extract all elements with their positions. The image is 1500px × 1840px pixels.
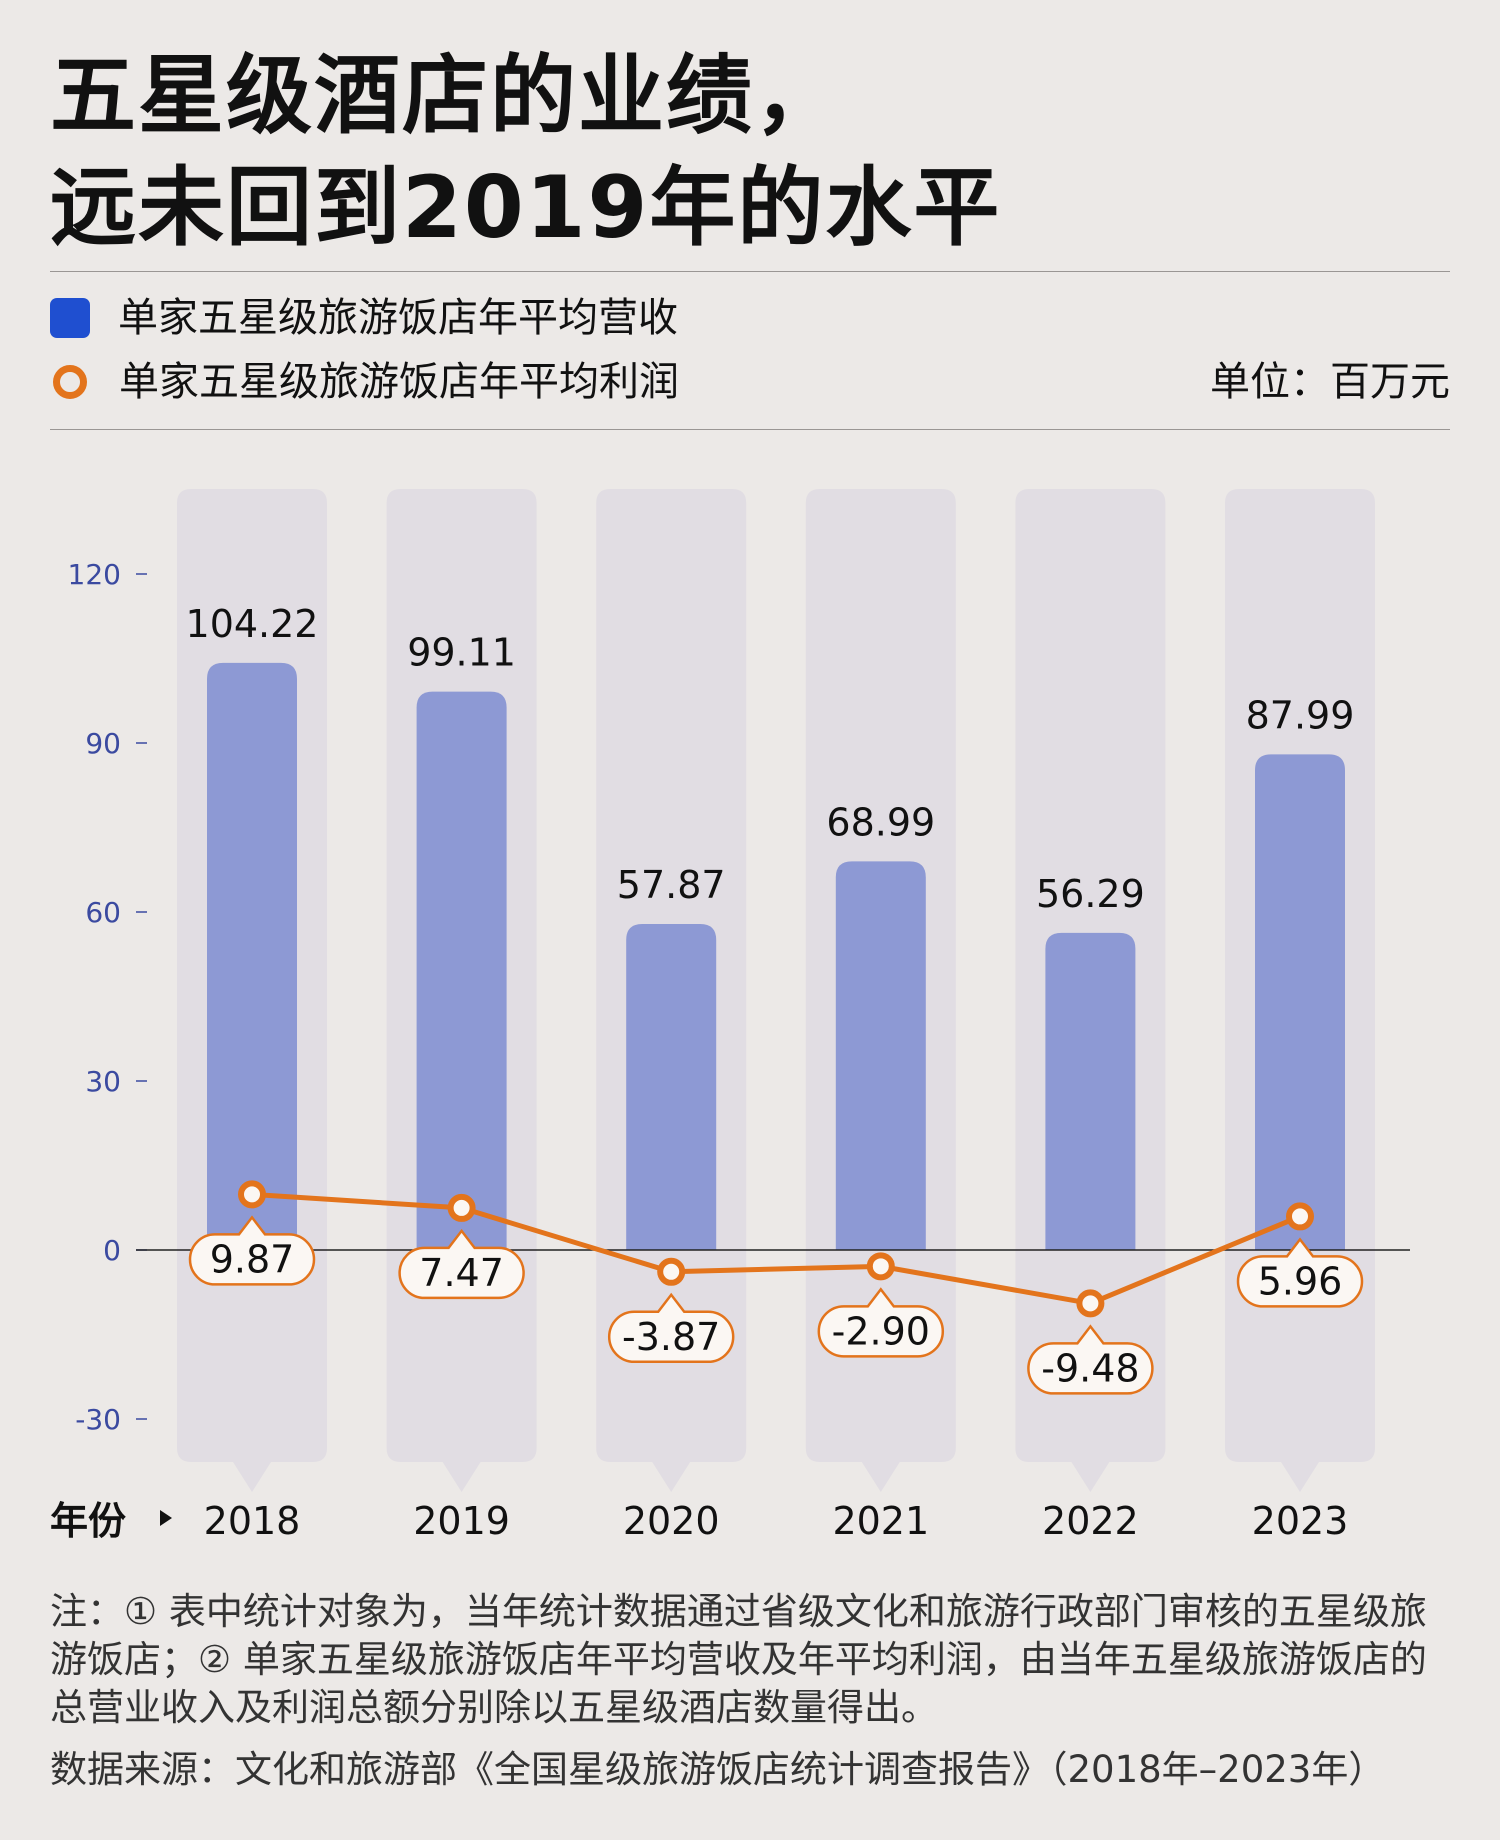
- divider-bottom: [50, 429, 1450, 430]
- data-source: 数据来源：文化和旅游部《全国星级旅游饭店统计调查报告》（2018年–2023年）: [50, 1748, 1386, 1791]
- revenue-value-label-2021: 68.99: [826, 800, 935, 844]
- legend-revenue: 单家五星级旅游饭店年平均营收: [50, 293, 678, 343]
- divider-top: [50, 271, 1450, 272]
- revenue-value-label-2018: 104.22: [186, 602, 319, 646]
- x-tick-label-2018: 2018: [204, 1499, 301, 1543]
- revenue-bar-2021: [835, 861, 926, 1250]
- legend-bar-swatch: [50, 298, 90, 338]
- y-tick-label: 60: [85, 896, 121, 929]
- x-axis-arrow-icon: [160, 1510, 172, 1526]
- profit-callout-2021: [817, 1287, 944, 1358]
- footnote: 注：① 表中统计对象为，当年统计数据通过省级文化和旅游行政部门审核的五星级旅游饭…: [50, 1590, 1427, 1729]
- profit-callout-2020: [608, 1292, 735, 1364]
- profit-point-2020: [657, 1257, 686, 1286]
- profit-value-label-2018: 9.87: [210, 1237, 295, 1281]
- revenue-value-label-2020: 57.87: [617, 863, 726, 907]
- profit-point-2022: [1076, 1289, 1105, 1318]
- page-title: 五星级酒店的业绩， 远未回到2019年的水平: [50, 40, 1001, 264]
- profit-value-label-2020: -3.87: [622, 1315, 720, 1359]
- profit-line: [251, 1191, 1301, 1306]
- profit-callout-2022: [1027, 1324, 1154, 1395]
- revenue-value-label-2019: 99.11: [407, 631, 516, 675]
- profit-callout-2023: [1236, 1237, 1364, 1308]
- revenue-bar-2023: [1255, 754, 1345, 1250]
- profit-callout-2019: [398, 1228, 525, 1300]
- profit-point-2021: [866, 1252, 895, 1281]
- profit-point-2019: [447, 1193, 476, 1222]
- profit-value-label-2023: 5.96: [1258, 1259, 1343, 1303]
- profit-value-label-2019: 7.47: [419, 1251, 504, 1295]
- legend-revenue-label: 单家五星级旅游饭店年平均营收: [118, 295, 678, 341]
- legend-profit-label: 单家五星级旅游饭店年平均利润: [119, 359, 679, 405]
- x-tick-label-2019: 2019: [413, 1499, 510, 1543]
- x-tick-label-2023: 2023: [1252, 1499, 1349, 1543]
- profit-callout-2018: [188, 1215, 316, 1286]
- revenue-bar-2018: [207, 662, 297, 1250]
- title-line-2: 远未回到2019年的水平: [50, 158, 1002, 258]
- unit-label: 单位：百万元: [1210, 359, 1450, 405]
- title-line-1: 五星级酒店的业绩，: [50, 46, 842, 146]
- revenue-value-label-2022: 56.29: [1036, 872, 1145, 916]
- chart: 120 90 60 30 0 -30 104.22 99.11 57.87 68.99 56.29 8…: [50, 489, 1410, 1543]
- y-tick-label: 120: [68, 558, 121, 591]
- y-tick-label: 30: [85, 1065, 121, 1098]
- revenue-bar-2020: [626, 923, 717, 1250]
- profit-value-label-2021: -2.90: [832, 1309, 930, 1353]
- x-axis-label: 年份: [50, 1499, 126, 1543]
- legend-profit: 单家五星级旅游饭店年平均利润: [50, 357, 679, 407]
- x-tick-label-2022: 2022: [1042, 1499, 1139, 1543]
- y-tick-label: 0: [103, 1234, 121, 1267]
- revenue-bar-2022: [1045, 932, 1136, 1250]
- legend-dot-swatch: [53, 365, 87, 399]
- y-tick-label: -30: [75, 1403, 121, 1436]
- profit-value-label-2022: -9.48: [1041, 1346, 1139, 1390]
- profit-point-2018: [238, 1180, 266, 1209]
- x-tick-label-2020: 2020: [623, 1499, 720, 1543]
- revenue-value-label-2023: 87.99: [1246, 693, 1355, 737]
- y-tick-label: 90: [85, 727, 121, 760]
- revenue-bar-2019: [416, 691, 507, 1250]
- x-tick-label-2021: 2021: [832, 1499, 929, 1543]
- profit-point-2023: [1286, 1202, 1314, 1231]
